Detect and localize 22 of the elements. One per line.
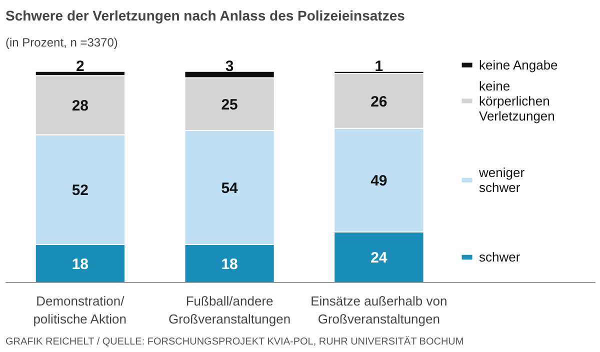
data-label: 2 [76, 58, 84, 75]
data-label: 1 [374, 58, 384, 75]
data-label: 18 [221, 256, 238, 273]
data-label: 24 [370, 250, 388, 267]
data-label: 18 [72, 256, 89, 273]
legend-label: weniger schwer [478, 165, 526, 196]
data-label: 49 [370, 172, 388, 190]
data-label: 54 [221, 180, 239, 197]
data-label: 3 [225, 58, 234, 75]
legend-label: schwer [478, 250, 521, 265]
data-label: 28 [72, 98, 89, 115]
legend-label: keine Angabe [478, 58, 558, 73]
data-label: 26 [370, 93, 388, 110]
data-label: 25 [221, 96, 238, 114]
chart-subtitle: (in Prozent, n =3370) [6, 36, 118, 50]
x-tick-label: Einsätze außerhalb von Großveranstaltungen [310, 294, 448, 326]
chart-title: Schwere der Verletzungen nach Anlass des Polizeieinsatzes [6, 8, 406, 24]
x-tick-label: Fußball/andere Großveranstaltungen [168, 294, 291, 326]
x-tick-label: Demonstration/ politische Aktion [33, 294, 126, 326]
text: GRAFIK REICHELT / QUELLE: FORSCHUNGSPROJEKT KVIA-POL, RUHR UNIVERSITÄT BOCHUM [6, 336, 464, 348]
data-label: 52 [72, 182, 89, 200]
legend-label: keine körperlichen Verletzungen [478, 78, 555, 124]
